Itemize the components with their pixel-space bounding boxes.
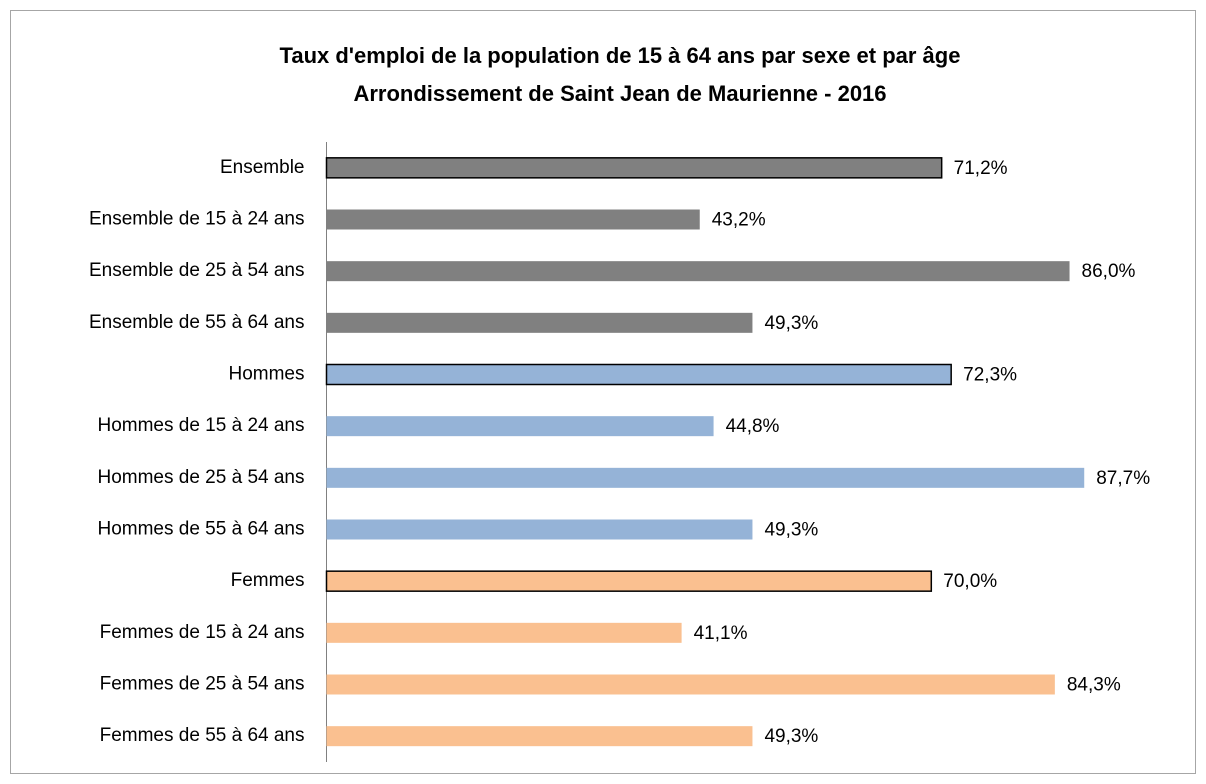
bar xyxy=(326,467,1085,488)
bar xyxy=(325,570,933,592)
value-label: 49,3% xyxy=(764,726,818,747)
y-tick-label: Hommes de 25 à 54 ans xyxy=(97,467,304,488)
bar xyxy=(326,416,714,437)
y-tick-label: Ensemble de 25 à 54 ans xyxy=(89,260,305,281)
value-label: 44,8% xyxy=(726,416,780,437)
y-tick-label: Femmes de 55 à 64 ans xyxy=(100,725,305,746)
y-tick-label: Hommes de 55 à 64 ans xyxy=(97,519,304,540)
bar xyxy=(326,261,1070,282)
y-tick-label: Ensemble de 15 à 24 ans xyxy=(89,209,305,230)
bar xyxy=(326,674,1055,695)
y-tick-label: Femmes de 25 à 54 ans xyxy=(100,674,305,695)
value-label: 41,1% xyxy=(694,623,748,644)
value-label: 87,7% xyxy=(1096,468,1150,489)
bar xyxy=(325,363,952,386)
bar xyxy=(326,519,753,540)
value-label: 84,3% xyxy=(1067,675,1121,696)
bar xyxy=(326,312,753,333)
y-tick-label: Femmes xyxy=(231,570,305,591)
y-tick-label: Ensemble xyxy=(220,157,305,178)
value-label: 72,3% xyxy=(963,365,1017,386)
bar xyxy=(326,209,700,230)
value-label: 49,3% xyxy=(764,520,818,541)
bar xyxy=(326,622,682,643)
chart-border xyxy=(10,10,1196,774)
bar xyxy=(325,157,943,179)
y-tick-label: Femmes de 15 à 24 ans xyxy=(100,622,305,643)
value-label: 70,0% xyxy=(943,571,997,592)
value-label: 71,2% xyxy=(954,158,1008,179)
bar xyxy=(326,726,753,747)
y-tick-label: Ensemble de 55 à 64 ans xyxy=(89,312,305,333)
chart-title: Taux d'emploi de la population de 15 à 6… xyxy=(280,43,961,68)
value-label: 86,0% xyxy=(1082,261,1136,282)
y-tick-label: Hommes xyxy=(228,364,304,385)
y-tick-label: Hommes de 15 à 24 ans xyxy=(97,415,304,436)
value-label: 43,2% xyxy=(712,210,766,231)
value-label: 49,3% xyxy=(764,313,818,334)
chart-title: Arrondissement de Saint Jean de Maurienn… xyxy=(353,81,886,106)
